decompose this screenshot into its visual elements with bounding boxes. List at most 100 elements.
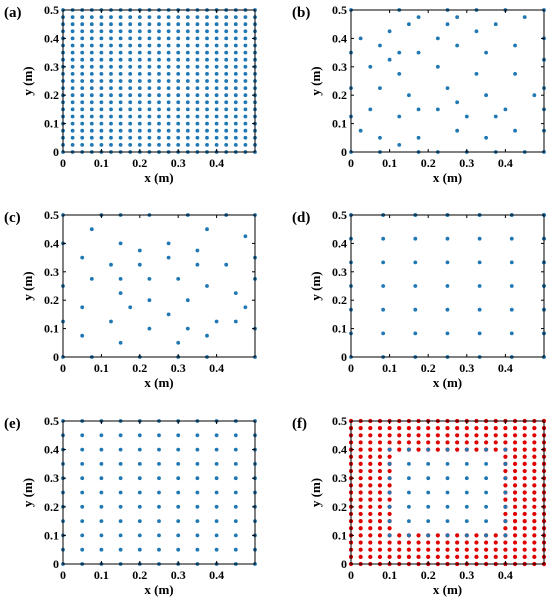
data-point <box>214 93 219 98</box>
data-point <box>358 504 363 509</box>
data-point <box>147 72 152 76</box>
data-point <box>137 86 142 90</box>
data-point <box>387 483 392 488</box>
data-point <box>243 22 248 27</box>
data-point <box>416 447 421 452</box>
data-point <box>166 100 171 105</box>
data-point <box>195 79 200 83</box>
data-point <box>166 36 171 41</box>
axes-frame <box>62 9 256 153</box>
data-point <box>185 135 190 140</box>
data-point <box>413 284 418 288</box>
data-point <box>464 519 469 523</box>
data-point <box>358 433 363 438</box>
y-tick-label: 0.3 <box>332 471 347 485</box>
data-point <box>522 526 527 531</box>
data-point <box>185 36 190 41</box>
data-point <box>484 547 489 552</box>
data-point <box>205 121 209 126</box>
data-point <box>137 107 142 112</box>
data-point <box>214 79 219 83</box>
data-point <box>214 533 219 538</box>
data-point <box>532 497 537 502</box>
data-point <box>70 114 75 119</box>
data-point <box>445 307 450 312</box>
series <box>387 447 508 538</box>
data-point <box>377 447 383 452</box>
data-point <box>89 15 94 19</box>
data-point <box>243 100 248 105</box>
data-point <box>522 426 527 431</box>
data-point <box>378 43 382 48</box>
y-tick-label: 0.5 <box>44 208 59 222</box>
data-point <box>147 298 152 303</box>
data-point <box>166 114 171 119</box>
y-tick-label: 0.2 <box>44 293 59 307</box>
data-point <box>157 547 161 552</box>
data-point <box>509 260 514 265</box>
data-point <box>157 100 161 105</box>
data-point <box>205 143 209 147</box>
data-point <box>512 533 518 538</box>
data-point <box>89 121 94 126</box>
data-point <box>80 64 85 69</box>
data-point <box>214 490 219 495</box>
data-point <box>532 476 537 481</box>
data-point <box>377 468 383 474</box>
data-point <box>128 135 133 140</box>
data-point <box>118 36 123 41</box>
data-point <box>118 291 123 295</box>
y-tick-label: 0.2 <box>332 500 347 514</box>
data-point <box>128 22 133 27</box>
data-point <box>243 121 248 126</box>
data-point <box>109 15 113 19</box>
data-point <box>157 128 161 133</box>
data-point <box>387 547 392 552</box>
data-point <box>484 50 488 55</box>
data-point <box>157 50 161 55</box>
data-point <box>109 72 113 76</box>
data-point <box>522 490 527 495</box>
y-tick-label: 0 <box>341 145 347 159</box>
data-point <box>89 36 94 41</box>
data-point <box>387 454 392 459</box>
data-point <box>522 511 527 517</box>
data-point <box>157 93 161 98</box>
x-axis-label: x (m) <box>433 375 462 390</box>
data-point <box>89 143 94 147</box>
data-point <box>166 135 171 140</box>
data-point <box>407 519 411 523</box>
data-point <box>137 462 142 466</box>
data-point <box>157 86 161 90</box>
data-point <box>233 135 238 140</box>
data-point <box>195 36 200 41</box>
axes-frame <box>350 9 545 153</box>
data-point <box>118 93 123 98</box>
data-point <box>185 29 190 34</box>
data-point <box>224 22 229 27</box>
data-point <box>224 86 229 90</box>
data-point <box>80 305 85 310</box>
data-point <box>484 504 488 509</box>
data-point <box>445 86 450 90</box>
data-point <box>195 114 200 119</box>
data-point <box>368 447 373 452</box>
data-point <box>109 36 113 41</box>
axes-frame <box>62 420 256 565</box>
data-point <box>416 107 421 112</box>
data-point <box>445 476 450 481</box>
y-tick-label: 0.3 <box>44 265 59 279</box>
data-point <box>214 135 219 140</box>
data-point <box>128 15 133 19</box>
data-point <box>118 64 123 69</box>
data-point <box>233 291 238 295</box>
data-point <box>157 57 161 62</box>
data-point <box>118 15 123 19</box>
data-point <box>435 547 440 552</box>
data-point <box>157 519 161 523</box>
x-tick-label: 0.4 <box>498 361 513 375</box>
data-point <box>89 22 94 27</box>
data-point <box>118 114 123 119</box>
data-point <box>205 50 209 55</box>
data-point <box>378 86 382 90</box>
